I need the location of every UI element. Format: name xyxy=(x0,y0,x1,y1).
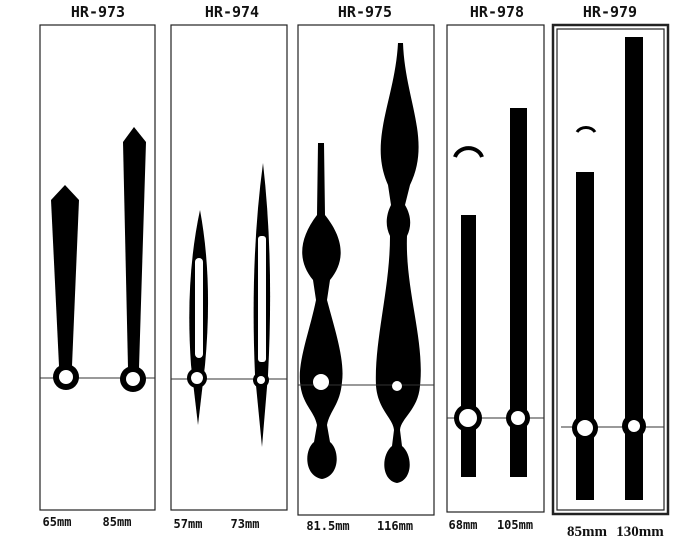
hub-hole xyxy=(577,420,593,436)
hand-length: 68mm xyxy=(449,518,478,532)
panel: HR-978 68mm 105mm xyxy=(446,3,545,532)
hand-slot xyxy=(195,258,203,358)
hub-hole xyxy=(59,370,73,384)
minute-hand xyxy=(375,43,421,483)
hub-hole xyxy=(459,409,477,427)
hand-length: 105mm xyxy=(497,518,533,532)
hub-hole xyxy=(392,381,402,391)
panel-frame xyxy=(39,24,156,511)
hand-length: 85mm xyxy=(567,524,607,540)
seconds-arc xyxy=(453,146,484,158)
panel-frame-inner xyxy=(556,28,665,511)
hub-hole xyxy=(191,372,203,384)
seconds-arc xyxy=(575,126,597,133)
hand-length: 65mm xyxy=(43,515,72,529)
panel-title: HR-975 xyxy=(338,3,392,21)
panel: HR-973 65mm 85mm xyxy=(39,3,156,529)
hand-length: 57mm xyxy=(174,517,203,531)
panel-frame xyxy=(170,24,288,511)
hand-length: 116mm xyxy=(377,519,413,533)
panel: HR-979 85mm 130mm xyxy=(551,3,670,540)
hand-slot xyxy=(258,236,266,362)
panel-frame xyxy=(446,24,545,513)
minute-hand xyxy=(510,108,527,477)
hub-hole xyxy=(628,420,640,432)
hand-length: 81.5mm xyxy=(306,519,349,533)
hour-hand xyxy=(299,143,343,479)
panel-title: HR-974 xyxy=(205,3,259,21)
hub-hole xyxy=(511,411,525,425)
minute-hand xyxy=(625,37,643,500)
minute-hand xyxy=(123,127,146,368)
hand-length: 85mm xyxy=(103,515,132,529)
panel: HR-975 81.5mm 116mm xyxy=(297,3,435,533)
panel-title: HR-973 xyxy=(71,3,125,21)
panel-title: HR-978 xyxy=(470,3,524,21)
hub-hole xyxy=(313,374,329,390)
panel-frame xyxy=(297,24,435,516)
panel-title: HR-979 xyxy=(583,3,637,21)
panel: HR-974 57mm 73mm xyxy=(170,3,288,531)
hand-length: 73mm xyxy=(231,517,260,531)
hour-hand xyxy=(576,172,594,500)
hour-hand xyxy=(51,185,79,366)
panel-frame xyxy=(551,23,670,516)
hub-hole xyxy=(257,376,265,384)
hub-hole xyxy=(126,372,140,386)
hand-length: 130mm xyxy=(616,524,664,540)
hour-hand xyxy=(461,215,476,477)
